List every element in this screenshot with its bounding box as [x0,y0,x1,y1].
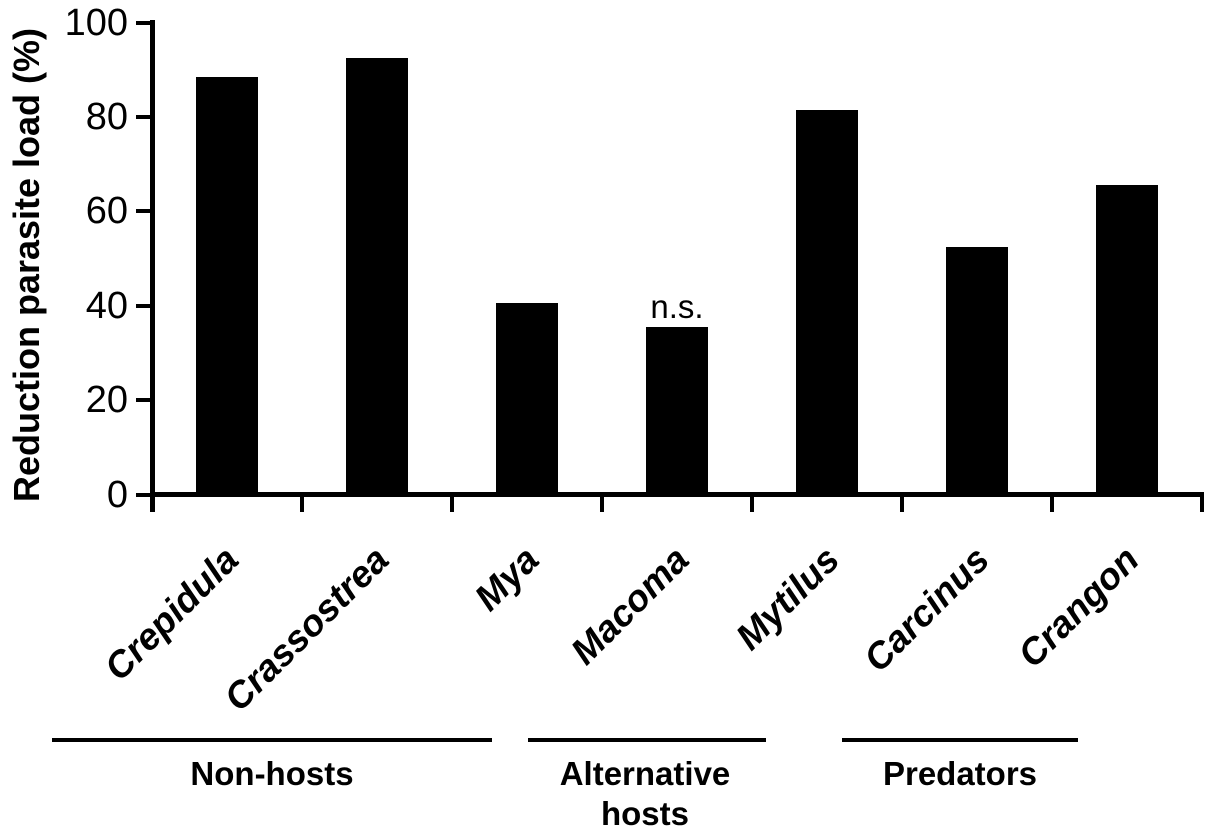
x-boundary-tick [750,497,754,512]
x-boundary-tick [900,497,904,512]
y-axis-line [150,20,155,512]
y-tick-label-80: 80 [85,95,128,138]
category-label-crangon: Crangon [1010,538,1147,676]
annotation-ns: n.s. [650,288,704,325]
y-tick-label-100: 100 [64,1,128,44]
y-tick-label-0: 0 [106,473,128,516]
x-boundary-tick [1200,497,1204,512]
bar-mytilus [796,110,858,492]
category-label-crepidula: Crepidula [96,538,247,689]
y-tick-label-40: 40 [85,284,128,327]
bar-crassostrea [346,58,408,492]
bar-macoma [646,327,708,492]
group-line-non-hosts [52,738,492,742]
category-label-mytilus: Mytilus [727,538,847,658]
x-boundary-tick [1050,497,1054,512]
category-label-carcinus: Carcinus [855,538,997,680]
y-tick-60 [136,209,152,214]
y-tick-40 [136,303,152,308]
group-line-predators [842,738,1078,742]
y-tick-20 [136,398,152,403]
bar-crangon [1096,185,1158,492]
x-boundary-tick [450,497,454,512]
y-tick-0 [136,492,152,497]
group-label-predators: Predators [882,755,1038,792]
bar-mya [496,303,558,492]
x-boundary-tick [150,497,154,512]
group-label-alternative-hosts: Alternative hosts [559,755,731,832]
x-axis-line [150,492,1204,497]
y-tick-80 [136,114,152,119]
group-line-alternative-hosts [528,738,766,742]
x-boundary-tick [600,497,604,512]
group-label-non-hosts: Non-hosts [190,755,354,792]
category-label-macoma: Macoma [562,538,697,673]
y-axis-title: Reduction parasite load (%) [6,27,47,503]
x-boundary-tick [300,497,304,512]
bar-carcinus [946,247,1008,492]
y-tick-label-60: 60 [85,190,128,233]
y-tick-label-20: 20 [85,379,128,422]
bar-crepidula [196,77,258,492]
category-label-mya: Mya [466,538,547,619]
y-tick-100 [136,20,152,25]
